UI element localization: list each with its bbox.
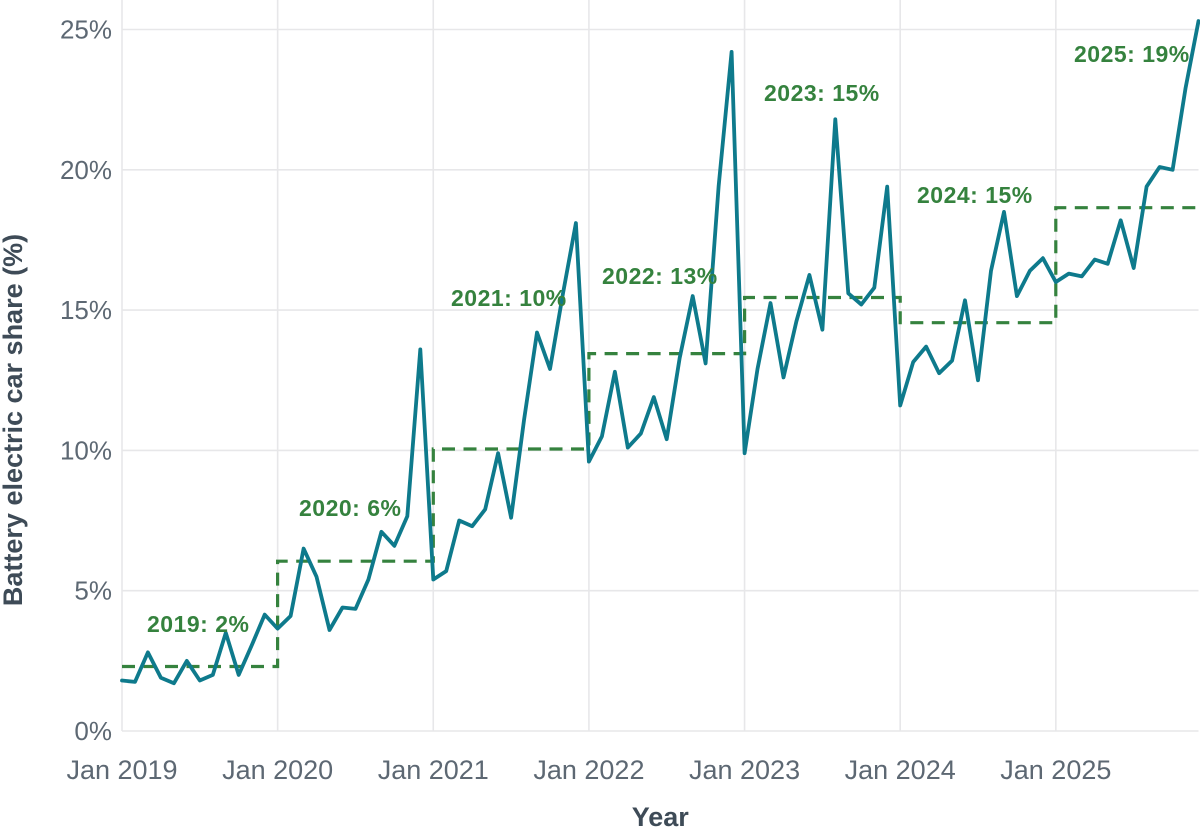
x-tick-label: Jan 2020 [222, 755, 333, 785]
x-axis-title: Year [632, 802, 690, 832]
y-tick-label: 0% [74, 716, 112, 746]
y-tick-label: 5% [74, 576, 112, 606]
yearly-average-annotation: 2022: 13% [602, 263, 718, 289]
gridlines [121, 0, 1199, 732]
x-tick-label: Jan 2022 [533, 755, 644, 785]
x-axis-tick-labels: Jan 2019 Jan 2020 Jan 2021 Jan 2022 Jan 2023… [66, 755, 1111, 785]
y-tick-label: 15% [60, 295, 112, 325]
x-tick-label: Jan 2024 [845, 755, 956, 785]
yearly-average-annotation: 2020: 6% [299, 495, 401, 521]
yearly-average-annotation: 2019: 2% [147, 611, 249, 637]
x-tick-label: Jan 2023 [689, 755, 800, 785]
yearly-average-annotation: 2024: 15% [917, 182, 1033, 208]
x-tick-label: Jan 2021 [378, 755, 489, 785]
yearly-average-annotation: 2021: 10% [451, 285, 567, 311]
yearly-average-annotation: 2025: 19% [1074, 41, 1190, 67]
yearly-average-step-line [122, 206, 1199, 669]
y-tick-label: 10% [60, 435, 112, 465]
x-tick-label: Jan 2025 [1000, 755, 1111, 785]
yearly-annotations: 2019: 2% 2020: 6% 2021: 10% 2022: 13% 2023: … [147, 41, 1190, 637]
yearly-average-annotation: 2023: 15% [764, 80, 880, 106]
x-tick-label: Jan 2019 [66, 755, 177, 785]
y-axis-title: Battery electric car share (%) [0, 234, 28, 606]
y-tick-label: 20% [60, 155, 112, 185]
y-axis-tick-labels: 0% 5% 10% 15% 20% 25% [60, 15, 112, 747]
monthly-share-line [120, 19, 1200, 686]
y-tick-label: 25% [60, 15, 112, 45]
